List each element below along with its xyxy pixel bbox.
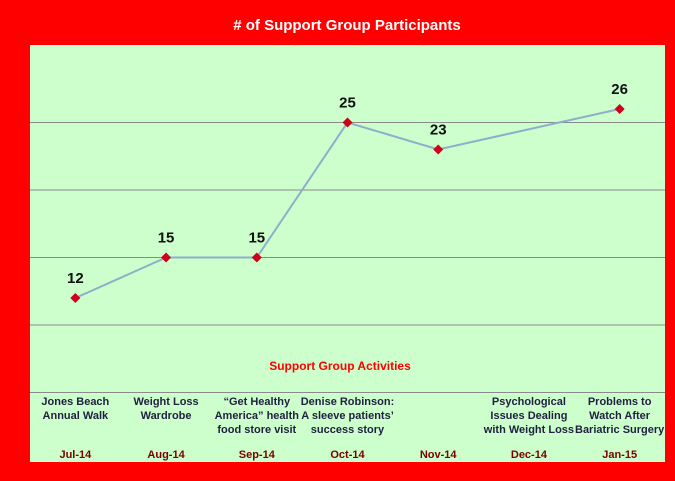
point	[70, 293, 81, 303]
activity-label: food store visit	[217, 424, 296, 436]
activity-label: Jones Beach	[41, 396, 109, 408]
activity-label: success story	[311, 424, 385, 436]
data-label: 25	[339, 94, 356, 111]
x-tick-label: Dec-14	[511, 449, 548, 461]
data-label: 15	[158, 229, 175, 246]
point	[433, 144, 444, 155]
x-tick-label: Aug-14	[147, 449, 185, 461]
activity-label: Wardrobe	[141, 410, 192, 422]
data-label: 12	[67, 270, 84, 287]
activity-label: Watch After	[589, 410, 651, 422]
point	[251, 252, 262, 263]
point	[342, 117, 353, 128]
activity-label: America” health	[215, 410, 300, 422]
point	[161, 252, 172, 263]
x-axis-title: Support Group Activities	[269, 359, 411, 373]
activity-label: Problems to	[588, 396, 652, 408]
line	[74, 108, 620, 299]
data-label: 23	[430, 121, 447, 138]
activity-label: “Get Healthy	[223, 396, 291, 408]
x-tick-label: Sep-14	[239, 449, 276, 461]
activity-label: Annual Walk	[43, 410, 109, 422]
x-tick-label: Oct-14	[330, 449, 365, 461]
activity-label: Denise Robinson:	[301, 396, 395, 408]
data-label: 15	[248, 229, 265, 246]
plot: Jul-14 Jones Beach Annual Walk Aug-14 Weight…	[30, 81, 665, 461]
point	[614, 104, 625, 114]
x-tick-label: Nov-14	[420, 449, 458, 461]
activity-label: Bariatric Surgery	[575, 424, 665, 436]
activity-label: Psychological	[492, 396, 566, 408]
activity-label: A sleeve patients’	[301, 410, 394, 422]
activity-label: with Weight Loss	[483, 424, 574, 436]
chart-title: # of Support Group Participants	[233, 17, 461, 34]
x-tick-label: Jan-15	[602, 449, 637, 461]
data-label: 26	[611, 81, 628, 98]
activity-label: Issues Dealing	[490, 410, 567, 422]
x-tick-label: Jul-14	[59, 449, 92, 461]
activity-label: Weight Loss	[133, 396, 198, 408]
